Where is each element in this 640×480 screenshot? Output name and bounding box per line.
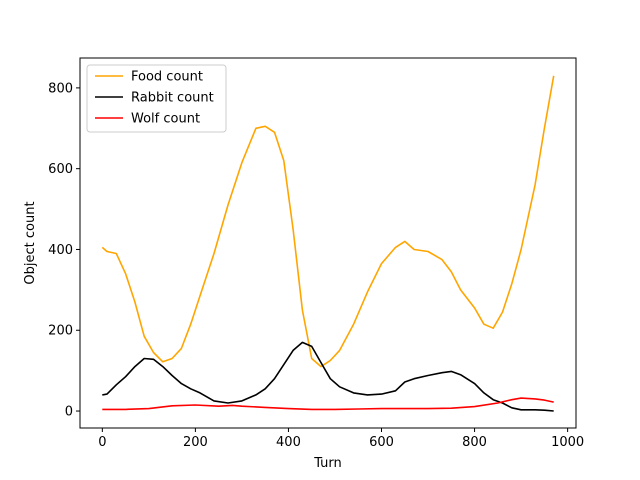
x-tick-label: 600 (369, 435, 394, 450)
y-tick-label: 600 (48, 162, 73, 177)
x-tick-label: 800 (462, 435, 487, 450)
x-tick-label: 400 (276, 435, 301, 450)
y-tick-label: 400 (48, 243, 73, 258)
x-tick-label: 1000 (551, 435, 584, 450)
x-tick-label: 0 (98, 435, 106, 450)
plot-frame (79, 57, 577, 429)
y-axis: 0 200 400 600 800 (48, 81, 80, 420)
x-axis: 0 200 400 600 800 1000 (98, 428, 584, 450)
legend-box (86, 64, 227, 133)
x-axis-title: Turn (313, 456, 342, 471)
legend-items: Food count Rabbit count Wolf count (95, 70, 214, 127)
legend-label-1: Rabbit count (131, 91, 214, 106)
series-line-1 (102, 341, 554, 412)
y-tick-label: 200 (48, 324, 73, 339)
legend: Food count Rabbit count Wolf count (86, 64, 227, 133)
legend-label-2: Wolf count (131, 112, 200, 127)
y-tick-label: 0 (65, 405, 73, 420)
y-axis-title: Object count (23, 201, 38, 284)
plot-lines (101, 75, 555, 412)
series-line-2 (102, 397, 554, 411)
y-tick-label: 800 (48, 81, 73, 96)
series-line-0 (101, 75, 555, 368)
legend-label-0: Food count (131, 70, 203, 85)
x-tick-label: 200 (183, 435, 208, 450)
